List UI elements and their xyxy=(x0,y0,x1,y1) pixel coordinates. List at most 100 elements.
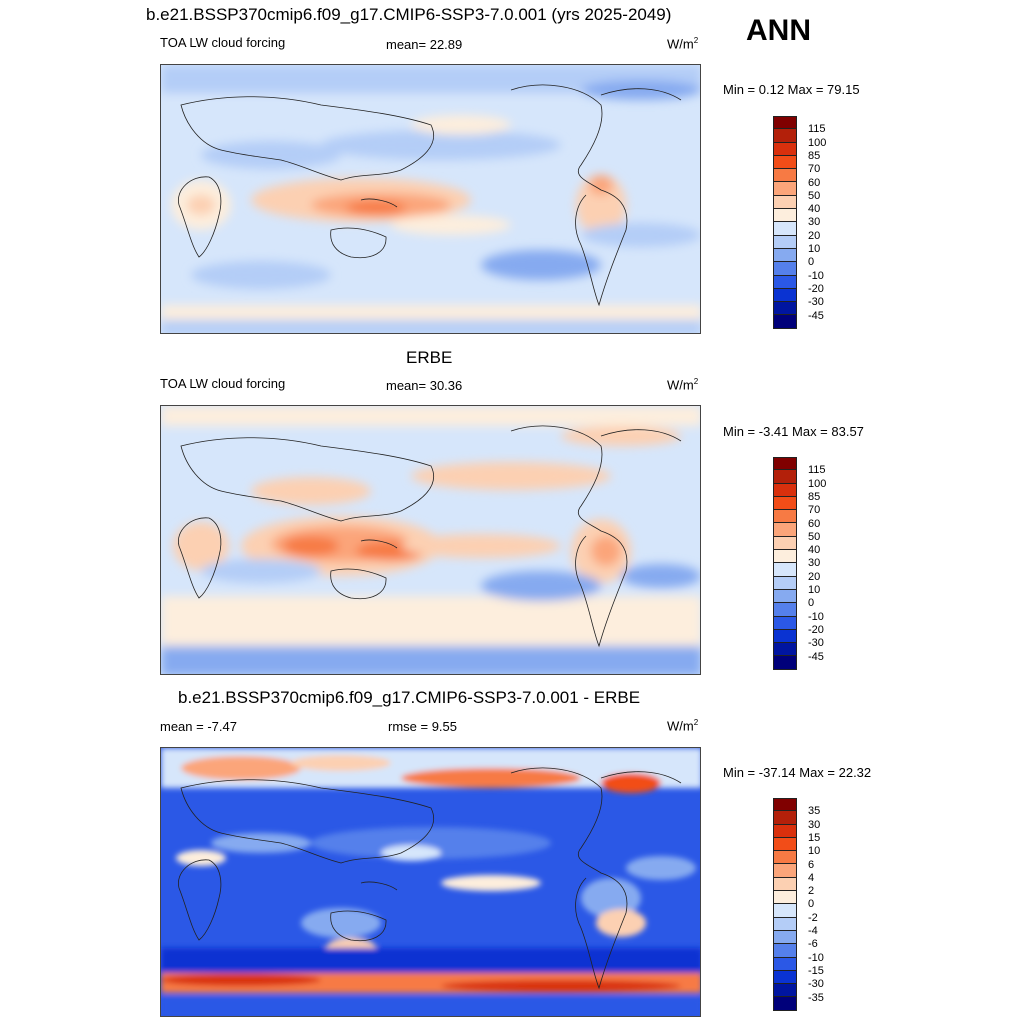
colorbar-tick-label: 20 xyxy=(808,570,821,583)
colorbar-swatch xyxy=(773,275,797,289)
colorbar-swatch xyxy=(773,891,797,905)
panel-1-coastlines xyxy=(178,84,682,307)
colorbar-tick-label: 100 xyxy=(808,136,827,149)
panel-2-minmax: Min = -3.41 Max = 83.57 xyxy=(723,424,864,439)
colorbar-tick-label: -30 xyxy=(808,978,824,991)
colorbar-tick-label: 30 xyxy=(808,818,821,831)
panel-2-variable-label: TOA LW cloud forcing xyxy=(160,376,286,391)
colorbar-tick-label: 30 xyxy=(808,557,821,570)
colorbar-swatch xyxy=(773,470,797,484)
season-label: ANN xyxy=(746,14,811,47)
colorbar-swatch xyxy=(773,877,797,892)
colorbar-tick-label: -10 xyxy=(808,269,824,282)
colorbar-tick-label: 40 xyxy=(808,203,821,216)
colorbar-swatch xyxy=(773,195,797,210)
colorbar-swatch xyxy=(773,917,797,931)
colorbar-tick-label: 10 xyxy=(808,243,821,255)
colorbar-swatch xyxy=(773,864,797,878)
colorbar-swatch xyxy=(773,248,797,263)
panel-3-rmse-label: rmse = 9.55 xyxy=(388,719,458,734)
colorbar-tick-label: 10 xyxy=(808,584,821,596)
panel-2-units: W/m2 xyxy=(667,377,699,393)
colorbar-tick-label: -45 xyxy=(808,650,824,663)
panel-3-minmax: Min = -37.14 Max = 22.32 xyxy=(723,765,872,780)
colorbar-tick-label: 115 xyxy=(808,464,826,477)
colorbar-tick-label: 70 xyxy=(808,163,821,176)
colorbar-swatch xyxy=(773,589,797,604)
colorbar-swatch xyxy=(773,824,797,838)
colorbar-tick-label: -20 xyxy=(808,623,824,636)
colorbar-tick-label: 4 xyxy=(808,871,815,884)
colorbar-tick-label: 0 xyxy=(808,597,815,610)
colorbar-swatch xyxy=(773,643,797,657)
colorbar-swatch xyxy=(773,496,797,511)
panel-1-minmax: Min = 0.12 Max = 79.15 xyxy=(723,82,860,97)
panel-3-coastlines xyxy=(178,767,682,990)
colorbar-swatch xyxy=(773,142,797,156)
colorbar-tick-label: -30 xyxy=(808,637,824,650)
colorbar-tick-label: 2 xyxy=(808,885,815,898)
colorbar-swatch xyxy=(773,209,797,223)
colorbar-tick-label: -2 xyxy=(808,911,818,924)
colorbar-swatch xyxy=(773,616,797,630)
colorbar-swatch xyxy=(773,222,797,236)
panel-2-title: ERBE xyxy=(406,348,453,367)
panel-2-coastlines xyxy=(178,425,682,648)
colorbar-tick-label: -20 xyxy=(808,282,824,295)
panel-3-map xyxy=(160,747,701,1017)
colorbar-swatch xyxy=(773,523,797,537)
colorbar-swatch xyxy=(773,997,797,1011)
panel-1-colorbar xyxy=(773,116,797,329)
colorbar-tick-label: 20 xyxy=(808,229,821,242)
colorbar-swatch xyxy=(773,798,797,812)
panel-2-mean-label: mean= 30.36 xyxy=(386,378,463,393)
colorbar-swatch xyxy=(773,483,797,497)
panel-1-variable-label: TOA LW cloud forcing xyxy=(160,35,286,50)
colorbar-tick-label: 115 xyxy=(808,123,826,136)
panel-1-mean-label: mean= 22.89 xyxy=(386,37,463,52)
colorbar-swatch xyxy=(773,510,797,524)
colorbar-swatch xyxy=(773,811,797,825)
colorbar-tick-label: -10 xyxy=(808,951,824,964)
colorbar-tick-label: 100 xyxy=(808,477,827,490)
colorbar-swatch xyxy=(773,930,797,945)
panel-3-units: W/m2 xyxy=(667,718,699,734)
colorbar-swatch xyxy=(773,457,797,471)
colorbar-swatch xyxy=(773,944,797,958)
colorbar-swatch xyxy=(773,129,797,143)
colorbar-swatch xyxy=(773,576,797,590)
colorbar-tick-label: 60 xyxy=(808,517,821,530)
colorbar-tick-label: 10 xyxy=(808,845,821,858)
colorbar-swatch xyxy=(773,116,797,130)
colorbar-swatch xyxy=(773,603,797,617)
colorbar-tick-label: 50 xyxy=(808,189,821,202)
panel-1-map-field xyxy=(161,65,700,333)
colorbar-swatch xyxy=(773,235,797,249)
colorbar-tick-label: 50 xyxy=(808,530,821,543)
colorbar-swatch xyxy=(773,550,797,564)
panel-2-map xyxy=(160,405,701,675)
colorbar-tick-label: 0 xyxy=(808,256,815,269)
colorbar-tick-label: 85 xyxy=(808,490,821,503)
colorbar-swatch xyxy=(773,970,797,985)
colorbar-tick-label: 15 xyxy=(808,831,821,844)
colorbar-swatch xyxy=(773,262,797,276)
colorbar-tick-label: 35 xyxy=(808,805,821,818)
colorbar-tick-label: 40 xyxy=(808,544,821,557)
colorbar-swatch xyxy=(773,169,797,183)
colorbar-tick-label: 85 xyxy=(808,149,821,162)
colorbar-tick-label: -15 xyxy=(808,964,824,977)
panel-1-units: W/m2 xyxy=(667,36,699,52)
colorbar-tick-label: -45 xyxy=(808,309,824,322)
colorbar-tick-label: -6 xyxy=(808,938,818,951)
panel-1-title: b.e21.BSSP370cmip6.f09_g17.CMIP6-SSP3-7.… xyxy=(146,5,672,24)
panel-2-map-field xyxy=(161,406,700,674)
colorbar-tick-label: 70 xyxy=(808,504,821,517)
colorbar-tick-label: 6 xyxy=(808,858,815,871)
colorbar-tick-label: -10 xyxy=(808,610,824,623)
colorbar-swatch xyxy=(773,837,797,852)
panel-3-colorbar xyxy=(773,798,797,1011)
colorbar-swatch xyxy=(773,155,797,170)
colorbar-swatch xyxy=(773,563,797,577)
colorbar-swatch xyxy=(773,288,797,303)
